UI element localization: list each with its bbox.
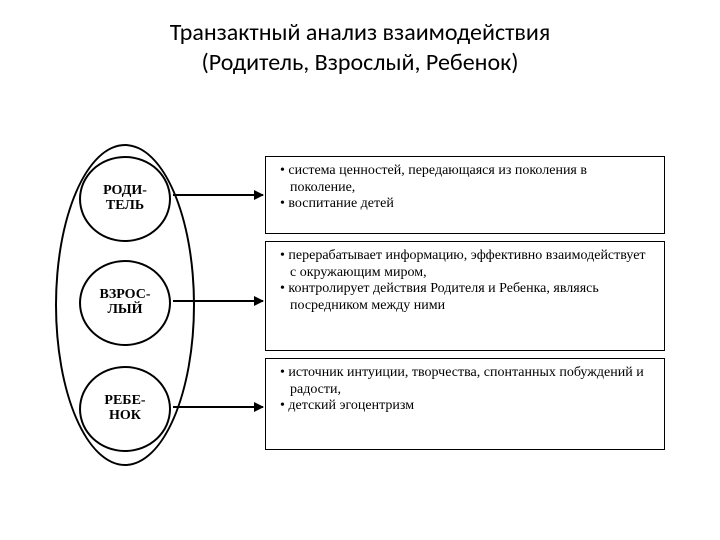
arrow-child xyxy=(173,406,263,408)
desc-child-bullet-0: • источник интуиции, творчества, спонтан… xyxy=(280,365,654,398)
ego-child-label: РЕБЕ- НОК xyxy=(104,394,145,423)
desc-parent-bullet-1: • воспитание детей xyxy=(280,196,654,213)
arrow-parent xyxy=(173,194,263,196)
ego-adult-label: ВЗРОС- ЛЫЙ xyxy=(99,288,150,317)
desc-child: • источник интуиции, творчества, спонтан… xyxy=(265,358,665,450)
page-title: Транзактный анализ взаимодействия (Родит… xyxy=(0,18,720,78)
desc-parent: • система ценностей, передающаяся из пок… xyxy=(265,156,665,234)
title-line2: (Родитель, Взрослый, Ребенок) xyxy=(201,48,518,77)
desc-parent-bullet-0: • система ценностей, передающаяся из пок… xyxy=(280,163,654,196)
desc-adult-bullet-1: • контролирует действия Родителя и Ребен… xyxy=(280,281,654,314)
title-line1: Транзактный анализ взаимодействия xyxy=(170,18,551,47)
ego-parent: РОДИ- ТЕЛЬ xyxy=(79,156,171,242)
desc-adult-bullet-0: • перерабатывает информацию, эффективно … xyxy=(280,248,654,281)
desc-adult: • перерабатывает информацию, эффективно … xyxy=(265,241,665,351)
desc-child-bullet-1: • детский эгоцентризм xyxy=(280,398,654,415)
diagram-area: РОДИ- ТЕЛЬ • система ценностей, передающ… xyxy=(55,150,665,490)
ego-parent-label: РОДИ- ТЕЛЬ xyxy=(103,184,147,213)
arrow-adult xyxy=(173,300,263,302)
ego-adult: ВЗРОС- ЛЫЙ xyxy=(79,260,171,346)
ego-child: РЕБЕ- НОК xyxy=(79,366,171,452)
